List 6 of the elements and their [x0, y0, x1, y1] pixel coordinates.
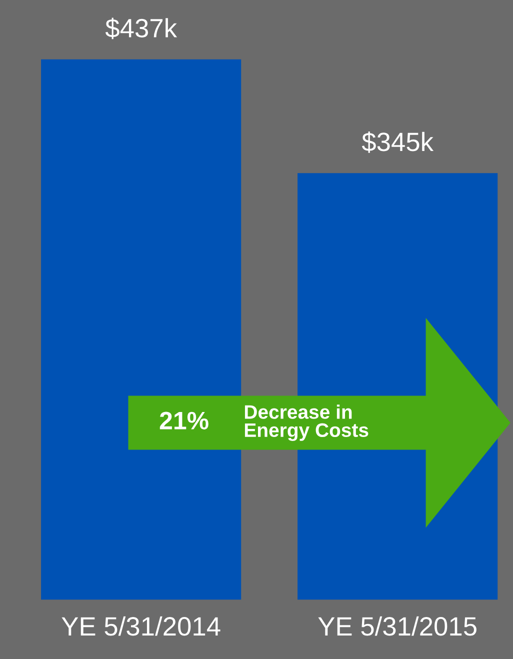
x-tick-label: YE 5/31/2015 [318, 616, 476, 636]
x-tick-label: YE 5/31/2014 [62, 616, 220, 636]
data-label: $345k [362, 131, 434, 153]
annotation: 21% [160, 412, 208, 430]
annotation: Decrease in Energy Costs [244, 404, 368, 441]
data-label: $437k [105, 18, 178, 40]
